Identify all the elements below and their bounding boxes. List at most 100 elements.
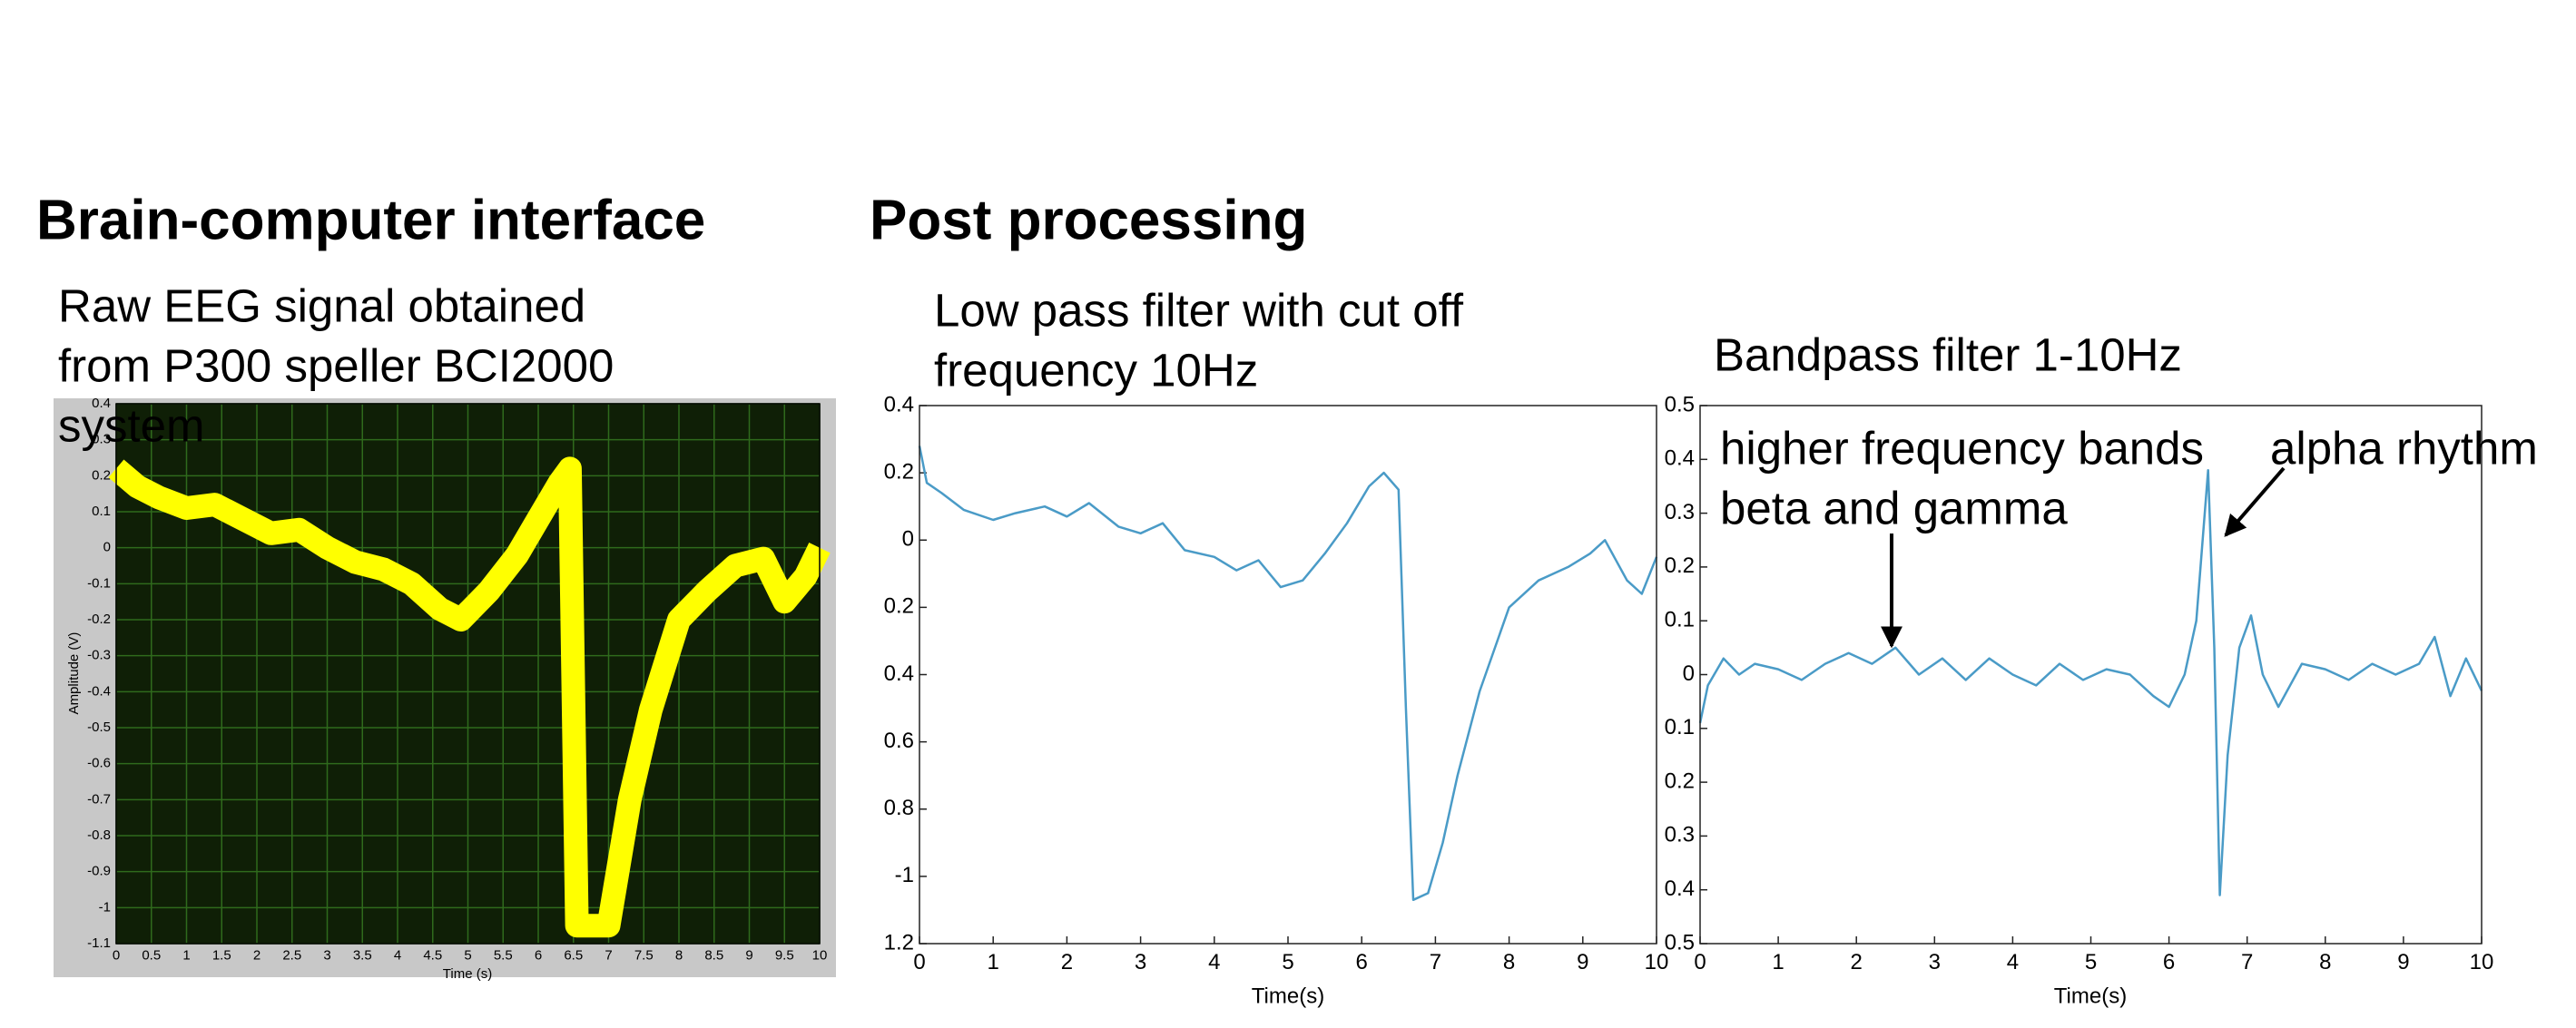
- y-tick-label: 1.2: [884, 930, 914, 955]
- y-tick-label: 0.5: [1665, 930, 1695, 955]
- y-tick-label: 0.1: [1665, 715, 1695, 739]
- x-tick-label: 3: [323, 947, 330, 963]
- x-tick-label: 7: [605, 947, 612, 963]
- chart-caption: system: [58, 399, 205, 451]
- x-tick-label: 10: [812, 947, 828, 963]
- y-tick-label: 0.2: [1665, 553, 1695, 578]
- x-tick-label: 2: [1061, 950, 1073, 974]
- heading: Post processing: [870, 189, 1307, 251]
- x-tick-label: 7: [2241, 950, 2253, 974]
- y-tick-label: -0.8: [87, 827, 111, 843]
- y-tick-label: 0.4: [1665, 876, 1695, 901]
- series-line: [1698, 468, 2483, 896]
- plot-background: [919, 406, 1657, 944]
- chart-caption: Bandpass filter 1-10Hz: [1714, 328, 2182, 380]
- x-tick-label: 5.5: [494, 947, 513, 963]
- y-tick-label: 0.2: [884, 459, 914, 484]
- chart-caption: Low pass filter with cut off: [934, 284, 1464, 336]
- series-line: [918, 445, 1658, 902]
- plot-background: [1700, 406, 2482, 944]
- x-tick-label: 9: [2397, 950, 2409, 974]
- x-tick-label: 0: [913, 950, 925, 974]
- y-tick-label: 0: [902, 527, 914, 552]
- x-tick-label: 5: [464, 947, 471, 963]
- y-tick-label: -0.2: [87, 612, 111, 627]
- y-tick-label: 0: [103, 540, 111, 555]
- y-tick-label: 0: [1683, 661, 1695, 686]
- y-axis-label: Amplitude (V): [66, 632, 82, 715]
- x-tick-label: 0.5: [142, 947, 161, 963]
- x-tick-label: 2.5: [282, 947, 301, 963]
- x-tick-label: 6.5: [564, 947, 583, 963]
- y-tick-label: 0.3: [1665, 823, 1695, 847]
- y-tick-label: 0.4: [1665, 446, 1695, 471]
- y-tick-label: 0.2: [92, 467, 111, 483]
- heading: Brain-computer interface: [36, 189, 705, 251]
- y-tick-label: -1: [895, 863, 914, 887]
- y-tick-label: 0.4: [884, 661, 914, 686]
- x-tick-label: 5: [2085, 950, 2097, 974]
- x-tick-label: 0: [1694, 950, 1706, 974]
- x-tick-label: 9: [1577, 950, 1588, 974]
- x-tick-label: 7.5: [634, 947, 654, 963]
- plot-frame: [919, 405, 1657, 945]
- x-tick-label: 4: [394, 947, 401, 963]
- chart-caption: Raw EEG signal obtained: [58, 279, 585, 331]
- x-axis-label: Time (s): [443, 966, 492, 982]
- x-tick-label: 8: [675, 947, 683, 963]
- x-tick-label: 6: [2163, 950, 2175, 974]
- x-tick-label: 6: [1356, 950, 1368, 974]
- x-tick-label: 3: [1929, 950, 1941, 974]
- x-tick-label: 9.5: [775, 947, 794, 963]
- y-tick-label: -0.4: [87, 683, 111, 699]
- y-tick-label: -1: [99, 899, 111, 915]
- x-tick-label: 10: [1645, 950, 1669, 974]
- chart-caption: from P300 speller BCI2000: [58, 339, 614, 391]
- y-tick-label: -1.1: [87, 935, 111, 951]
- series-line: [108, 456, 831, 938]
- x-tick-label: 9: [745, 947, 752, 963]
- x-tick-label: 2: [253, 947, 261, 963]
- chart-caption: frequency 10Hz: [934, 344, 1258, 396]
- y-tick-label: -0.5: [87, 720, 111, 735]
- x-tick-label: 8: [1503, 950, 1515, 974]
- x-tick-label: 3.5: [353, 947, 372, 963]
- x-tick-label: 1: [182, 947, 190, 963]
- annotation: beta and gamma: [1720, 482, 2068, 534]
- y-tick-label: -0.1: [87, 575, 111, 591]
- y-tick-label: -0.3: [87, 648, 111, 663]
- x-tick-label: 6: [535, 947, 542, 963]
- y-tick-label: 0.3: [92, 432, 111, 447]
- y-tick-label: 0.1: [1665, 608, 1695, 632]
- y-tick-label: 0.3: [1665, 500, 1695, 524]
- y-tick-label: 0.6: [884, 729, 914, 753]
- x-tick-label: 8: [2319, 950, 2331, 974]
- plot-frame: [115, 403, 821, 945]
- annotation: higher frequency bands: [1720, 422, 2204, 474]
- y-tick-label: -0.6: [87, 756, 111, 771]
- x-tick-label: 3: [1135, 950, 1146, 974]
- arrow: [2224, 466, 2286, 537]
- x-axis-label: Time(s): [1252, 984, 1324, 1008]
- y-tick-label: 0.5: [1665, 392, 1695, 416]
- y-tick-label: 0.4: [92, 396, 111, 411]
- x-tick-label: 4: [1208, 950, 1220, 974]
- x-tick-label: 4: [2007, 950, 2019, 974]
- y-tick-label: 0.2: [1665, 769, 1695, 793]
- y-tick-label: 0.1: [92, 504, 111, 519]
- x-tick-label: 5: [1282, 950, 1293, 974]
- annotation: alpha rhythm: [2270, 422, 2538, 474]
- y-tick-label: 0.2: [884, 594, 914, 619]
- y-tick-label: -0.9: [87, 864, 111, 879]
- x-tick-label: 1.5: [212, 947, 231, 963]
- y-tick-label: 0.4: [884, 392, 914, 416]
- x-tick-label: 2: [1851, 950, 1863, 974]
- x-axis-label: Time(s): [2054, 984, 2127, 1008]
- x-tick-label: 0: [113, 947, 120, 963]
- x-tick-label: 8.5: [704, 947, 723, 963]
- x-tick-label: 7: [1430, 950, 1441, 974]
- x-tick-label: 10: [2470, 950, 2494, 974]
- x-tick-label: 4.5: [423, 947, 442, 963]
